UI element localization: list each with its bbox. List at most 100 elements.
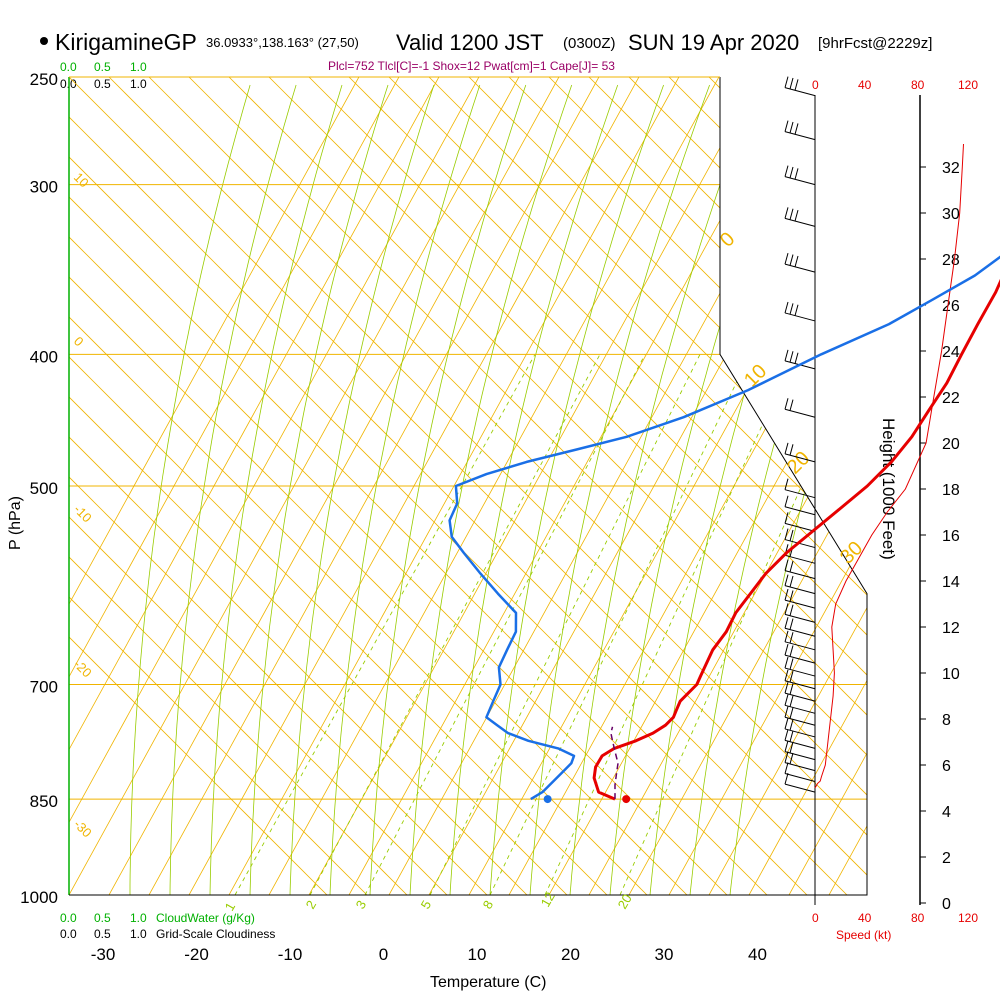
wind-barb [784, 630, 816, 651]
pressure-tick-label: 850 [30, 792, 58, 811]
barb-feather [784, 301, 789, 314]
barb-shaft [784, 131, 816, 141]
speed-tick: 0 [812, 78, 819, 92]
height-tick-label: 22 [942, 390, 960, 407]
isotherm-line [708, 77, 867, 895]
wind-barb [784, 643, 816, 664]
barb-feather [784, 603, 789, 615]
barb-feather [789, 695, 794, 707]
temperature-tick-label: 10 [468, 945, 487, 964]
barb-feather [794, 352, 799, 364]
barb-feather [784, 717, 789, 730]
dry-adiabat-line [548, 77, 867, 895]
barb-feather [784, 76, 789, 88]
barb-feather [784, 656, 789, 669]
barb-feather [794, 168, 799, 180]
isotherm-line [788, 77, 867, 895]
barb-feather [789, 719, 794, 731]
surface-dewpoint-point [543, 795, 552, 804]
barb-feather [794, 123, 799, 135]
dry-adiabat-line [69, 77, 368, 895]
barb-shaft [784, 585, 816, 595]
mixing-ratio-label: 3 [353, 898, 370, 912]
temperature-tick-label: 20 [561, 945, 580, 964]
mixing-ratio-line [544, 354, 796, 895]
y-axis-label: P (hPa) [7, 496, 24, 550]
barb-feather [789, 529, 794, 542]
barb-feather [784, 120, 789, 132]
height-tick-label: 28 [942, 252, 960, 269]
dry-adiabat-label: -30 [71, 817, 95, 841]
barb-feather [789, 254, 794, 266]
barb-shaft [784, 783, 816, 793]
barb-feather [784, 398, 789, 410]
dry-adiabat-label: -10 [71, 502, 95, 526]
speed-axis-label: Speed (kt) [836, 928, 891, 942]
barb-feather [789, 752, 794, 765]
barb-feather [784, 694, 789, 706]
height-tick-label: 30 [942, 206, 960, 223]
moist-adiabat-label: 30 [836, 537, 867, 568]
wind-speed-line [814, 143, 964, 789]
barb-feather [789, 444, 794, 456]
moist-adiabat-line [729, 84, 867, 895]
height-axis-label: Height (1000 Feet) [879, 418, 898, 560]
barb-feather [789, 351, 794, 363]
dry-adiabat-line [828, 77, 867, 895]
speed-tick: 40 [858, 911, 872, 925]
cloud-tick: 0.5 [94, 911, 111, 925]
wind-barb [784, 478, 816, 499]
mixing-ratio-line [619, 354, 861, 895]
pressure-tick-label: 300 [30, 178, 58, 197]
cloud-tick: 1.0 [130, 77, 147, 91]
barb-shaft [784, 751, 816, 761]
barb-feather [784, 478, 789, 490]
height-tick-label: 2 [942, 850, 951, 867]
wind-barb [784, 512, 816, 532]
barb-feather [789, 683, 794, 695]
barb-feather [784, 512, 789, 524]
dewpoint-line [448, 255, 1000, 801]
isotherm-line [828, 77, 867, 895]
wind-barb [784, 442, 816, 463]
cloud-tick: 1.0 [130, 60, 147, 74]
barb-shaft [784, 217, 816, 227]
wind-barb [784, 165, 816, 186]
moist-adiabat-line [409, 84, 573, 895]
barb-feather [789, 730, 794, 742]
barb-feather [789, 645, 794, 657]
barb-feather [789, 604, 794, 616]
wind-barb [784, 589, 816, 609]
temperature-tick-label: -10 [278, 945, 303, 964]
height-tick-label: 6 [942, 758, 951, 775]
cloud-scale-bottom: 0.0 0.5 1.0 CloudWater (g/Kg) 0.0 0.5 1.… [60, 911, 275, 941]
wind-barb [784, 253, 816, 273]
wind-barb [784, 398, 816, 418]
valid-date: SUN 19 Apr 2020 [628, 30, 799, 55]
barb-feather [784, 617, 789, 629]
barb-feather [784, 643, 789, 656]
speed-tick: 120 [958, 911, 978, 925]
barb-shaft [784, 667, 816, 677]
barb-feather [789, 399, 794, 411]
station-name: KirigamineGP [55, 29, 197, 55]
barb-shaft [784, 641, 816, 651]
surface-temperature-point [622, 795, 631, 804]
barb-shaft [784, 692, 816, 702]
mixing-ratio-label: 2 [303, 898, 320, 912]
wind-barb [784, 301, 816, 322]
pressure-tick-label: 500 [30, 479, 58, 498]
cloud-tick: 1.0 [130, 911, 147, 925]
barb-feather [784, 682, 789, 694]
cloud-tick: 0.5 [94, 927, 111, 941]
barb-feather [789, 303, 794, 315]
barb-feather [784, 165, 789, 177]
barb-feather [794, 255, 799, 268]
moist-adiabat-line [169, 84, 297, 895]
height-tick-label: 8 [942, 712, 951, 729]
barb-feather [784, 528, 789, 540]
station-coords: 36.0933°,138.163° (27,50) [206, 35, 359, 50]
mixing-ratio-label: 5 [418, 898, 435, 912]
height-tick-label: 12 [942, 620, 960, 637]
